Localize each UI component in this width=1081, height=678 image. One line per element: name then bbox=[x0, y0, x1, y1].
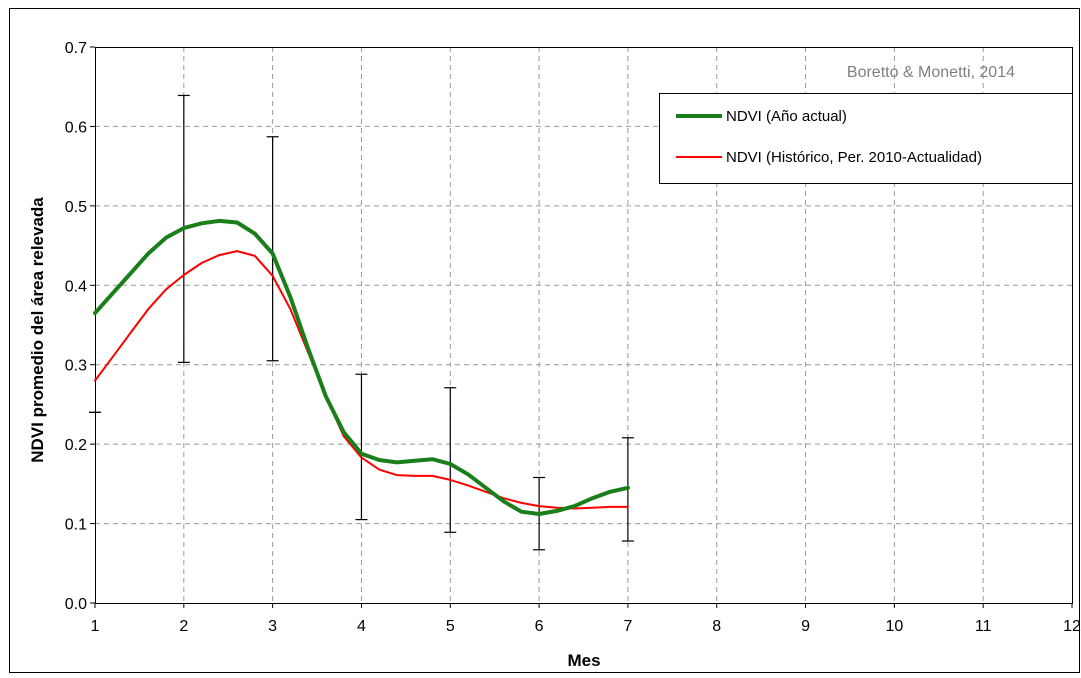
source-annotation: Boretto & Monetti, 2014 bbox=[847, 64, 1015, 81]
x-tick-label: 8 bbox=[712, 618, 721, 635]
legend-label-ndvi-current: NDVI (Año actual) bbox=[726, 108, 847, 125]
y-tick-label: 0.7 bbox=[65, 40, 87, 57]
x-tick-label: 5 bbox=[446, 618, 455, 635]
error-bar bbox=[355, 373, 368, 521]
x-tick-label: 3 bbox=[268, 618, 277, 635]
x-tick-label: 2 bbox=[179, 618, 188, 635]
plot-area-frame bbox=[95, 47, 1073, 604]
y-tick-label: 0.2 bbox=[65, 437, 87, 454]
y-tick-label: 0.1 bbox=[65, 517, 87, 534]
series-lines bbox=[93, 218, 630, 516]
legend-label-ndvi-historical: NDVI (Histórico, Per. 2010-Actualidad) bbox=[726, 149, 982, 166]
error-bars bbox=[89, 94, 634, 551]
series-line-ndvi-historical bbox=[94, 250, 629, 510]
x-tick-label: 10 bbox=[885, 618, 903, 635]
y-axis-ticks: 0.0 0.1 0.2 0.3 0.4 0.5 0.6 0.7 bbox=[65, 40, 95, 613]
y-tick-label: 0.6 bbox=[65, 119, 87, 136]
x-tick-label: 11 bbox=[975, 618, 992, 635]
y-tick-label: 0.4 bbox=[65, 278, 87, 295]
error-bar bbox=[444, 387, 457, 533]
error-bar bbox=[266, 136, 279, 362]
legend-box bbox=[659, 93, 1073, 184]
legend: NDVI (Año actual) NDVI (Histórico, Per. … bbox=[659, 93, 1073, 184]
x-tick-label: 6 bbox=[535, 618, 544, 635]
x-tick-label: 7 bbox=[623, 618, 632, 635]
y-tick-label: 0.5 bbox=[65, 199, 87, 216]
y-axis-label: NDVI promedio del área relevada bbox=[28, 197, 47, 463]
y-tick-label: 0.3 bbox=[65, 358, 87, 375]
x-tick-label: 4 bbox=[357, 618, 366, 635]
x-axis-ticks: 1 2 3 4 5 6 7 8 9 10 11 12 bbox=[91, 603, 1081, 635]
x-tick-label: 12 bbox=[1063, 618, 1081, 635]
series-line-ndvi-current bbox=[93, 218, 630, 516]
x-axis-label: Mes bbox=[567, 651, 600, 670]
x-tick-label: 9 bbox=[801, 618, 810, 635]
y-tick-label: 0.0 bbox=[65, 596, 87, 613]
x-tick-label: 1 bbox=[91, 618, 100, 635]
